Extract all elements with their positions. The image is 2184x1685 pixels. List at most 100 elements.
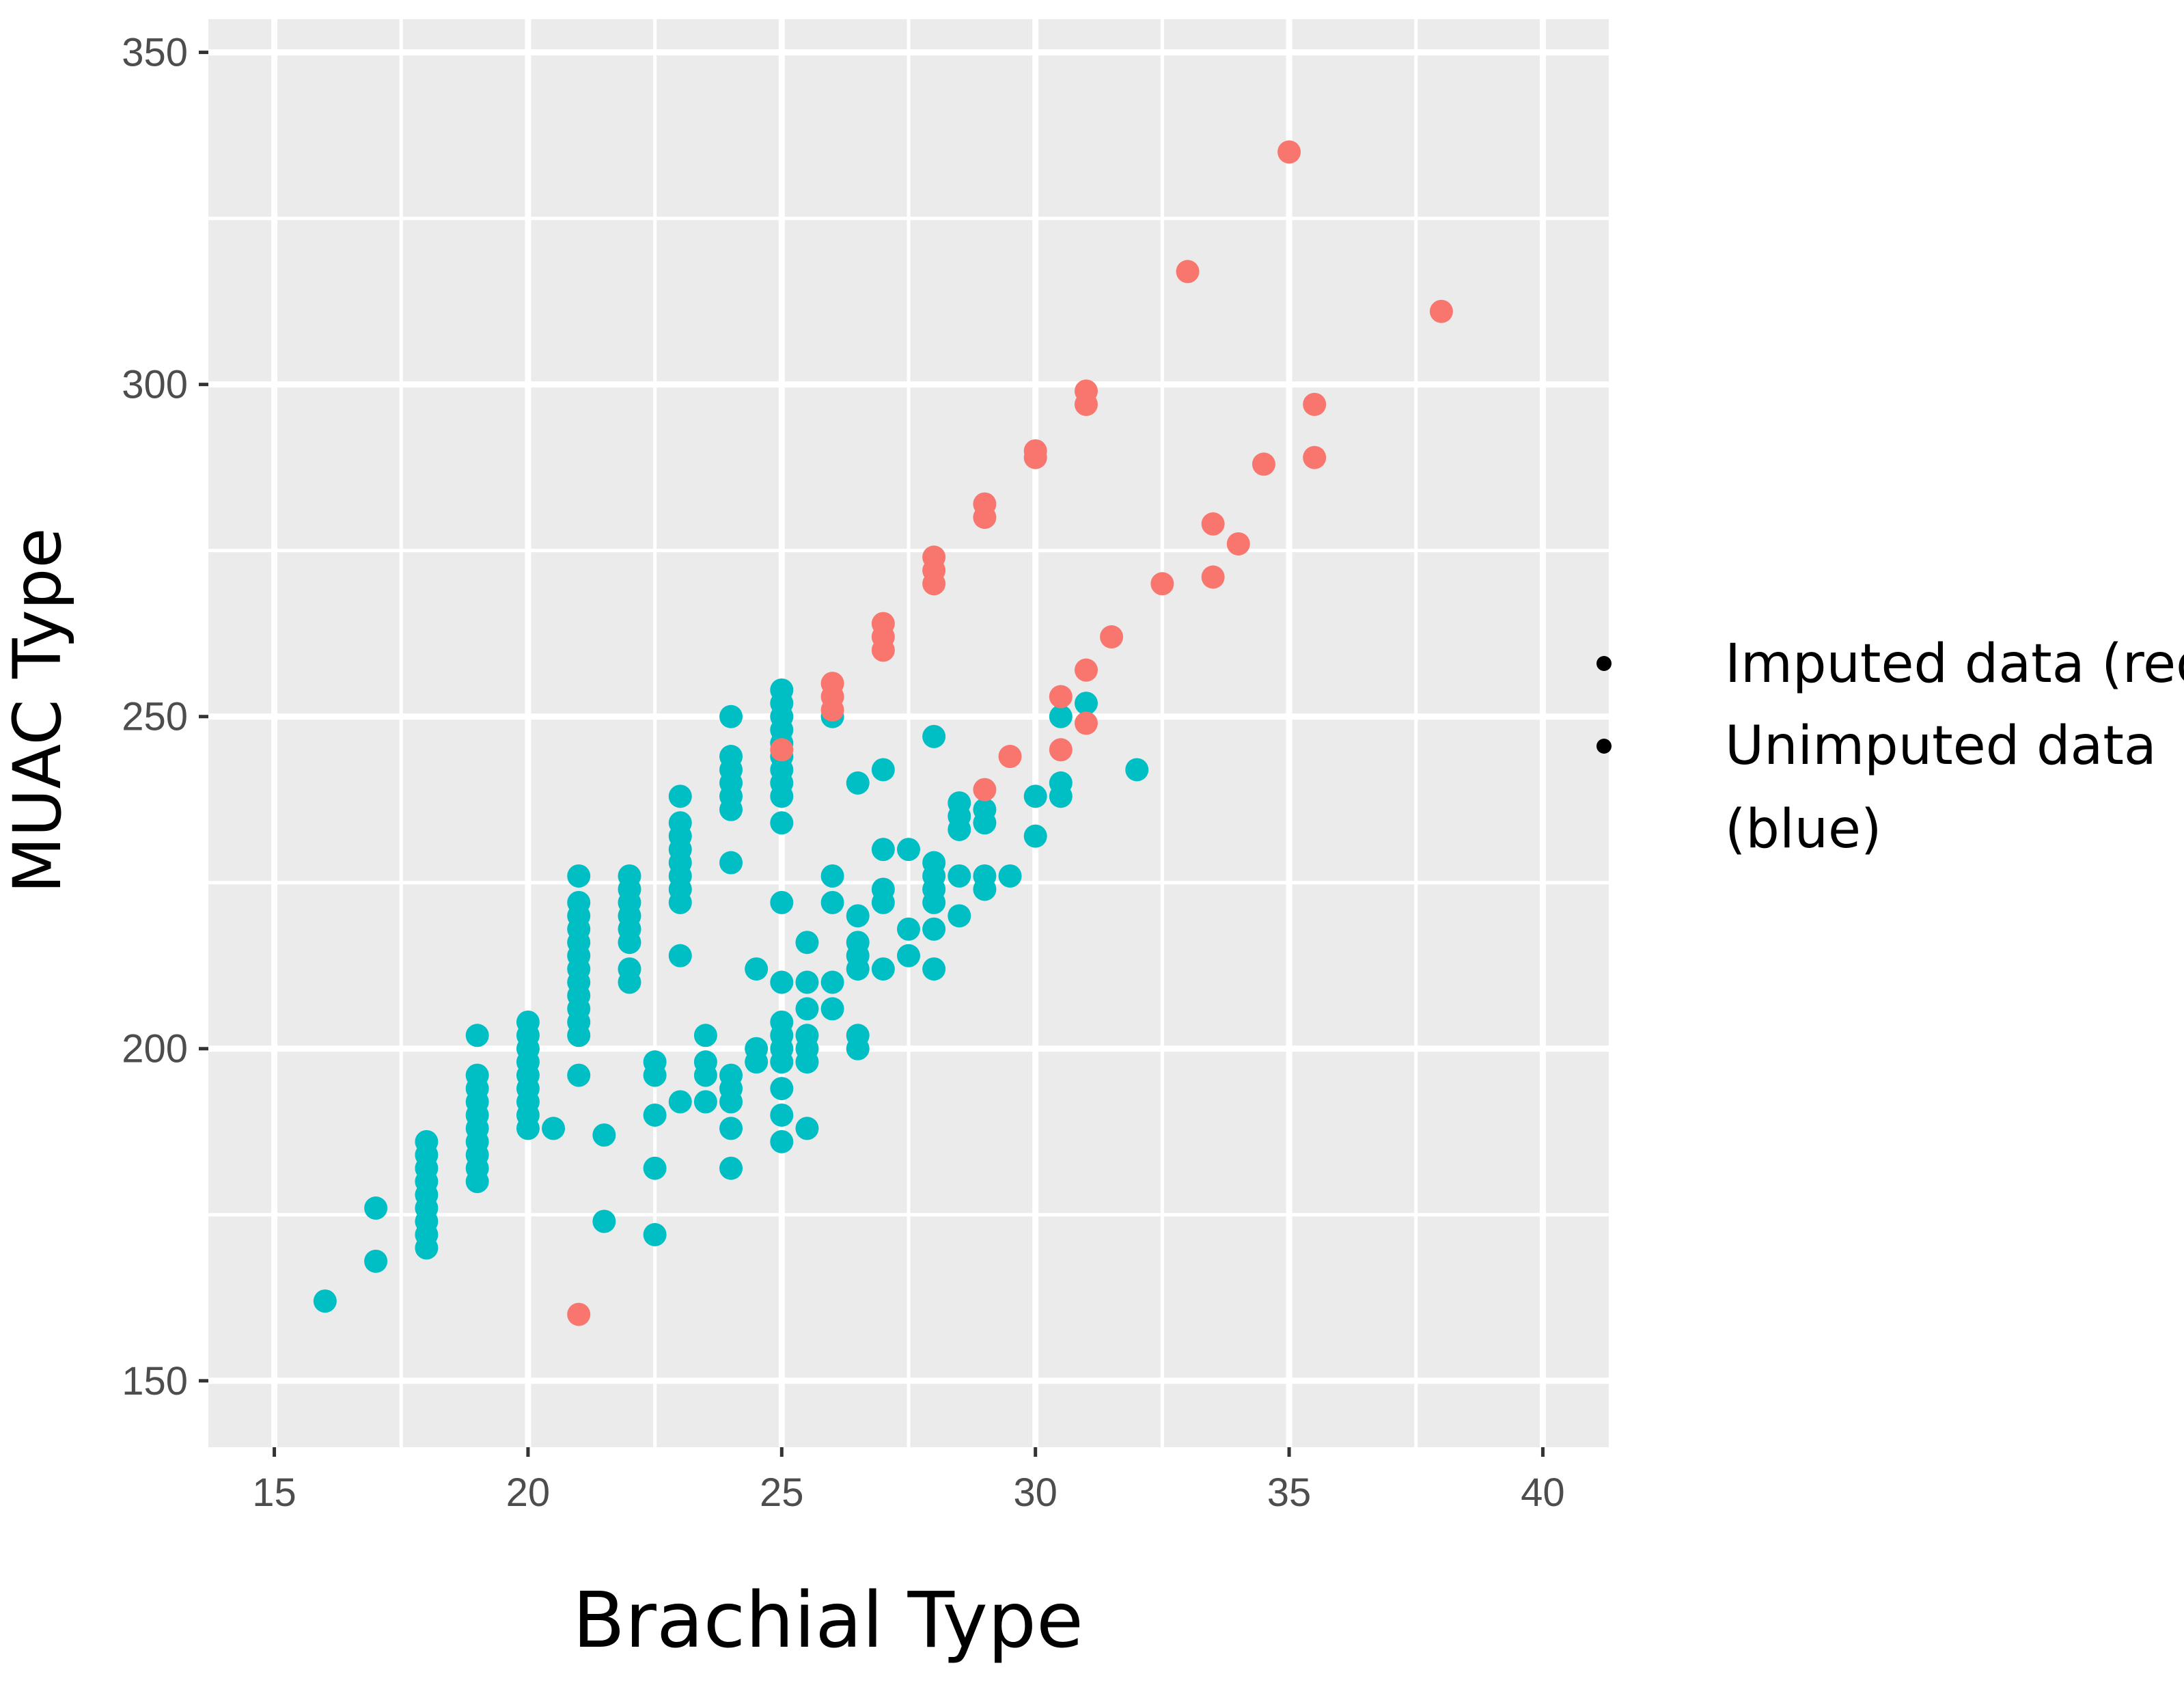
data-point	[871, 957, 895, 981]
data-point	[795, 970, 819, 994]
data-point	[1023, 784, 1047, 808]
data-point	[1303, 392, 1327, 416]
data-point	[719, 704, 743, 728]
data-point	[846, 957, 870, 981]
data-point	[1074, 392, 1098, 416]
x-tick-label: 15	[252, 1470, 296, 1515]
data-point	[1049, 685, 1073, 709]
data-point	[770, 1129, 794, 1153]
legend-label-imputed: Imputed data (red)	[1725, 633, 2184, 695]
data-point	[770, 890, 794, 914]
data-point	[973, 811, 997, 835]
y-tick-label: 350	[122, 31, 188, 75]
data-point	[745, 957, 769, 981]
data-point	[922, 917, 946, 941]
data-point	[871, 838, 895, 862]
y-tick-label: 200	[122, 1027, 188, 1071]
data-point	[846, 904, 870, 928]
grid-minor	[208, 19, 1609, 1447]
data-point	[795, 997, 819, 1021]
data-point	[719, 797, 743, 821]
data-point	[668, 890, 692, 914]
data-point	[364, 1249, 388, 1273]
x-tick-label: 40	[1521, 1470, 1565, 1515]
legend: Imputed data (red) Unimputed data (blue)	[1596, 633, 2184, 860]
data-point	[465, 1024, 489, 1047]
data-point	[415, 1236, 439, 1260]
data-point	[820, 890, 844, 914]
data-point	[1277, 140, 1301, 164]
data-point	[1049, 738, 1073, 762]
y-tick-label: 300	[122, 363, 188, 407]
data-point	[1201, 565, 1225, 589]
data-point	[820, 864, 844, 888]
data-point	[618, 931, 641, 955]
data-point	[693, 1063, 717, 1087]
data-point	[948, 864, 971, 888]
data-point	[1226, 532, 1250, 556]
data-point	[567, 1063, 591, 1087]
data-point	[719, 851, 743, 875]
data-point	[846, 771, 870, 795]
data-point	[922, 572, 946, 596]
y-axis-title: MUAC Type	[0, 528, 76, 893]
data-point	[1074, 711, 1098, 735]
data-point	[1125, 758, 1149, 782]
data-point	[846, 1037, 870, 1060]
data-point	[567, 1302, 591, 1326]
data-points	[313, 140, 1453, 1326]
x-axis-title: Brachial Type	[572, 1576, 1083, 1665]
data-point	[922, 957, 946, 981]
data-point	[643, 1156, 667, 1180]
data-point	[973, 877, 997, 901]
data-point	[1100, 625, 1124, 649]
data-point	[643, 1103, 667, 1127]
data-point	[948, 904, 971, 928]
data-point	[745, 1050, 769, 1074]
data-point	[719, 1156, 743, 1180]
axis-ticks	[199, 51, 1545, 1457]
data-point	[364, 1196, 388, 1220]
data-point	[871, 638, 895, 662]
data-point	[592, 1123, 616, 1147]
data-point	[770, 1050, 794, 1074]
data-point	[770, 1103, 794, 1127]
data-point	[795, 931, 819, 955]
data-point	[1252, 452, 1275, 476]
data-point	[770, 811, 794, 835]
data-point	[516, 1117, 540, 1140]
legend-label-unimputed-line1: Unimputed data	[1725, 715, 2157, 777]
data-point	[643, 1063, 667, 1087]
data-point	[948, 817, 971, 841]
x-tick-label: 25	[760, 1470, 804, 1515]
data-point	[998, 745, 1022, 769]
data-point	[1074, 658, 1098, 682]
data-point	[719, 1090, 743, 1114]
data-point	[871, 758, 895, 782]
data-point	[567, 864, 591, 888]
data-point	[897, 917, 920, 941]
data-point	[897, 838, 920, 862]
data-point	[922, 890, 946, 914]
y-tick-label: 150	[122, 1359, 188, 1403]
data-point	[313, 1289, 337, 1313]
data-point	[719, 1117, 743, 1140]
y-tick-labels: 150 200 250 300 350	[122, 31, 188, 1403]
data-point	[668, 1090, 692, 1114]
data-point	[693, 1090, 717, 1114]
data-point	[922, 724, 946, 748]
data-point	[542, 1117, 566, 1140]
data-point	[592, 1209, 616, 1233]
data-point	[1049, 704, 1073, 728]
data-point	[1429, 299, 1453, 323]
legend-label-unimputed: Unimputed data (blue)	[1725, 715, 2174, 860]
data-point	[1074, 691, 1098, 715]
data-point	[795, 1117, 819, 1140]
data-point	[1049, 784, 1073, 808]
data-point	[668, 944, 692, 968]
legend-bullet-unimputed	[1596, 739, 1612, 754]
data-point	[770, 970, 794, 994]
data-point	[1201, 512, 1225, 536]
grid-major	[208, 19, 1609, 1447]
